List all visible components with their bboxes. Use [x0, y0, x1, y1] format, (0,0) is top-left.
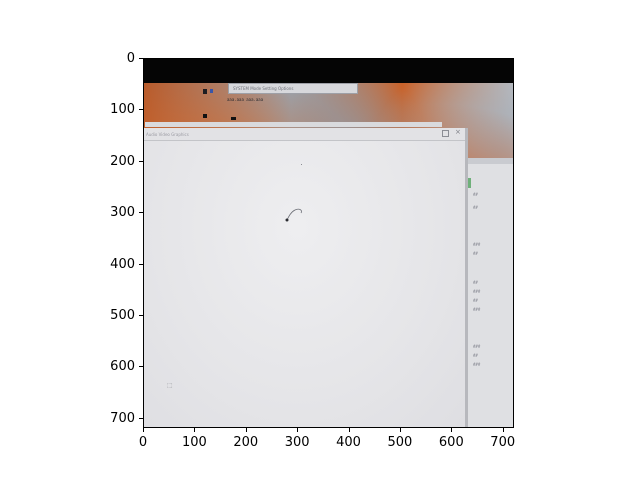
plot-border-top — [143, 58, 514, 59]
canvas-speck — [301, 164, 302, 165]
x-axis-tick-label: 600 — [438, 435, 464, 450]
right-window-panel-green — [467, 178, 471, 188]
y-axis-tick — [139, 160, 143, 162]
x-axis-tick-label: 0 — [138, 435, 148, 450]
x-axis-tick — [502, 428, 504, 432]
y-axis-tick-label: 400 — [110, 256, 135, 272]
right-window-header — [467, 158, 513, 164]
plot-border-bottom — [143, 427, 514, 428]
right-list-line: ## — [473, 192, 478, 197]
y-axis-tick-label: 0 — [126, 51, 135, 66]
y-axis-tick — [139, 263, 143, 265]
y-axis-tick-label: 500 — [110, 307, 135, 323]
main-window[interactable]: Audio Video Graphics × ⬚ — [143, 128, 468, 428]
y-axis-tick-label: 600 — [110, 359, 135, 375]
desktop-icon-1[interactable] — [203, 89, 207, 94]
x-axis-tick — [451, 428, 453, 432]
window-maximize-icon[interactable] — [442, 130, 449, 137]
background-window-titlebar — [145, 122, 442, 127]
right-background-window[interactable]: ## ## ### ## ## ### ## ### ### ## ### — [465, 158, 513, 428]
letterbox-black-band — [143, 58, 513, 83]
right-list-line: ### — [473, 362, 481, 367]
right-list-line: ## — [473, 353, 478, 358]
desktop-icon-2[interactable] — [210, 89, 213, 93]
window-close-icon[interactable]: × — [455, 128, 461, 136]
main-window-canvas[interactable] — [143, 141, 465, 428]
top-menu-text: SYSTEM Mode Setting Options — [233, 86, 294, 91]
right-list-line: ### — [473, 289, 481, 294]
x-axis-tick-label: 400 — [336, 435, 361, 450]
y-axis-tick-label: 700 — [110, 410, 135, 426]
y-axis-tick-label: 300 — [110, 205, 135, 221]
x-axis-tick-label: 300 — [284, 435, 310, 450]
right-list-line: ## — [473, 205, 478, 210]
y-axis-tick-label: 100 — [110, 102, 135, 118]
x-axis-tick-label: 200 — [233, 435, 259, 450]
x-axis-tick — [399, 428, 401, 432]
x-axis-tick — [245, 428, 247, 432]
y-axis-tick-label: 200 — [110, 153, 135, 169]
x-axis-tick — [143, 428, 144, 432]
x-axis-tick — [194, 428, 196, 432]
y-axis-tick — [139, 417, 143, 419]
right-list-line: ## — [473, 251, 478, 256]
y-axis-tick — [139, 58, 143, 59]
right-list-line: ### — [473, 242, 481, 247]
right-list-line: ### — [473, 307, 481, 312]
y-axis-tick — [139, 314, 143, 316]
plot-border-left — [143, 58, 144, 428]
right-list-line: ## — [473, 280, 478, 285]
x-axis-tick — [348, 428, 350, 432]
right-list-line: ## — [473, 298, 478, 303]
x-axis-tick-label: 500 — [387, 435, 413, 450]
desktop-icon-3[interactable] — [203, 114, 207, 118]
x-axis-tick-label: 700 — [490, 435, 516, 450]
right-list-line: ### — [473, 344, 481, 349]
resize-handle-icon[interactable]: ⬚ — [167, 382, 173, 389]
top-window-subtext: aaa.aaa aaa.aaa — [227, 97, 264, 102]
main-window-titlebar[interactable]: Audio Video Graphics × — [143, 128, 465, 141]
x-axis-tick-label: 100 — [181, 435, 207, 450]
y-axis-tick — [139, 212, 143, 214]
right-window-list: ## ## ### ## ## ### ## ### ### ## ### — [473, 192, 481, 367]
x-axis-tick — [297, 428, 299, 432]
mouse-cursor-trail — [285, 208, 302, 222]
y-axis-tick — [139, 366, 143, 368]
image-plot-area: SYSTEM Mode Setting Options aaa.aaa aaa.… — [143, 58, 513, 428]
desktop-icon-4[interactable] — [231, 117, 236, 120]
main-window-title: Audio Video Graphics — [146, 132, 189, 137]
y-axis-tick — [139, 109, 143, 111]
plot-border-right — [513, 58, 514, 428]
top-menu-window[interactable]: SYSTEM Mode Setting Options — [228, 83, 358, 94]
